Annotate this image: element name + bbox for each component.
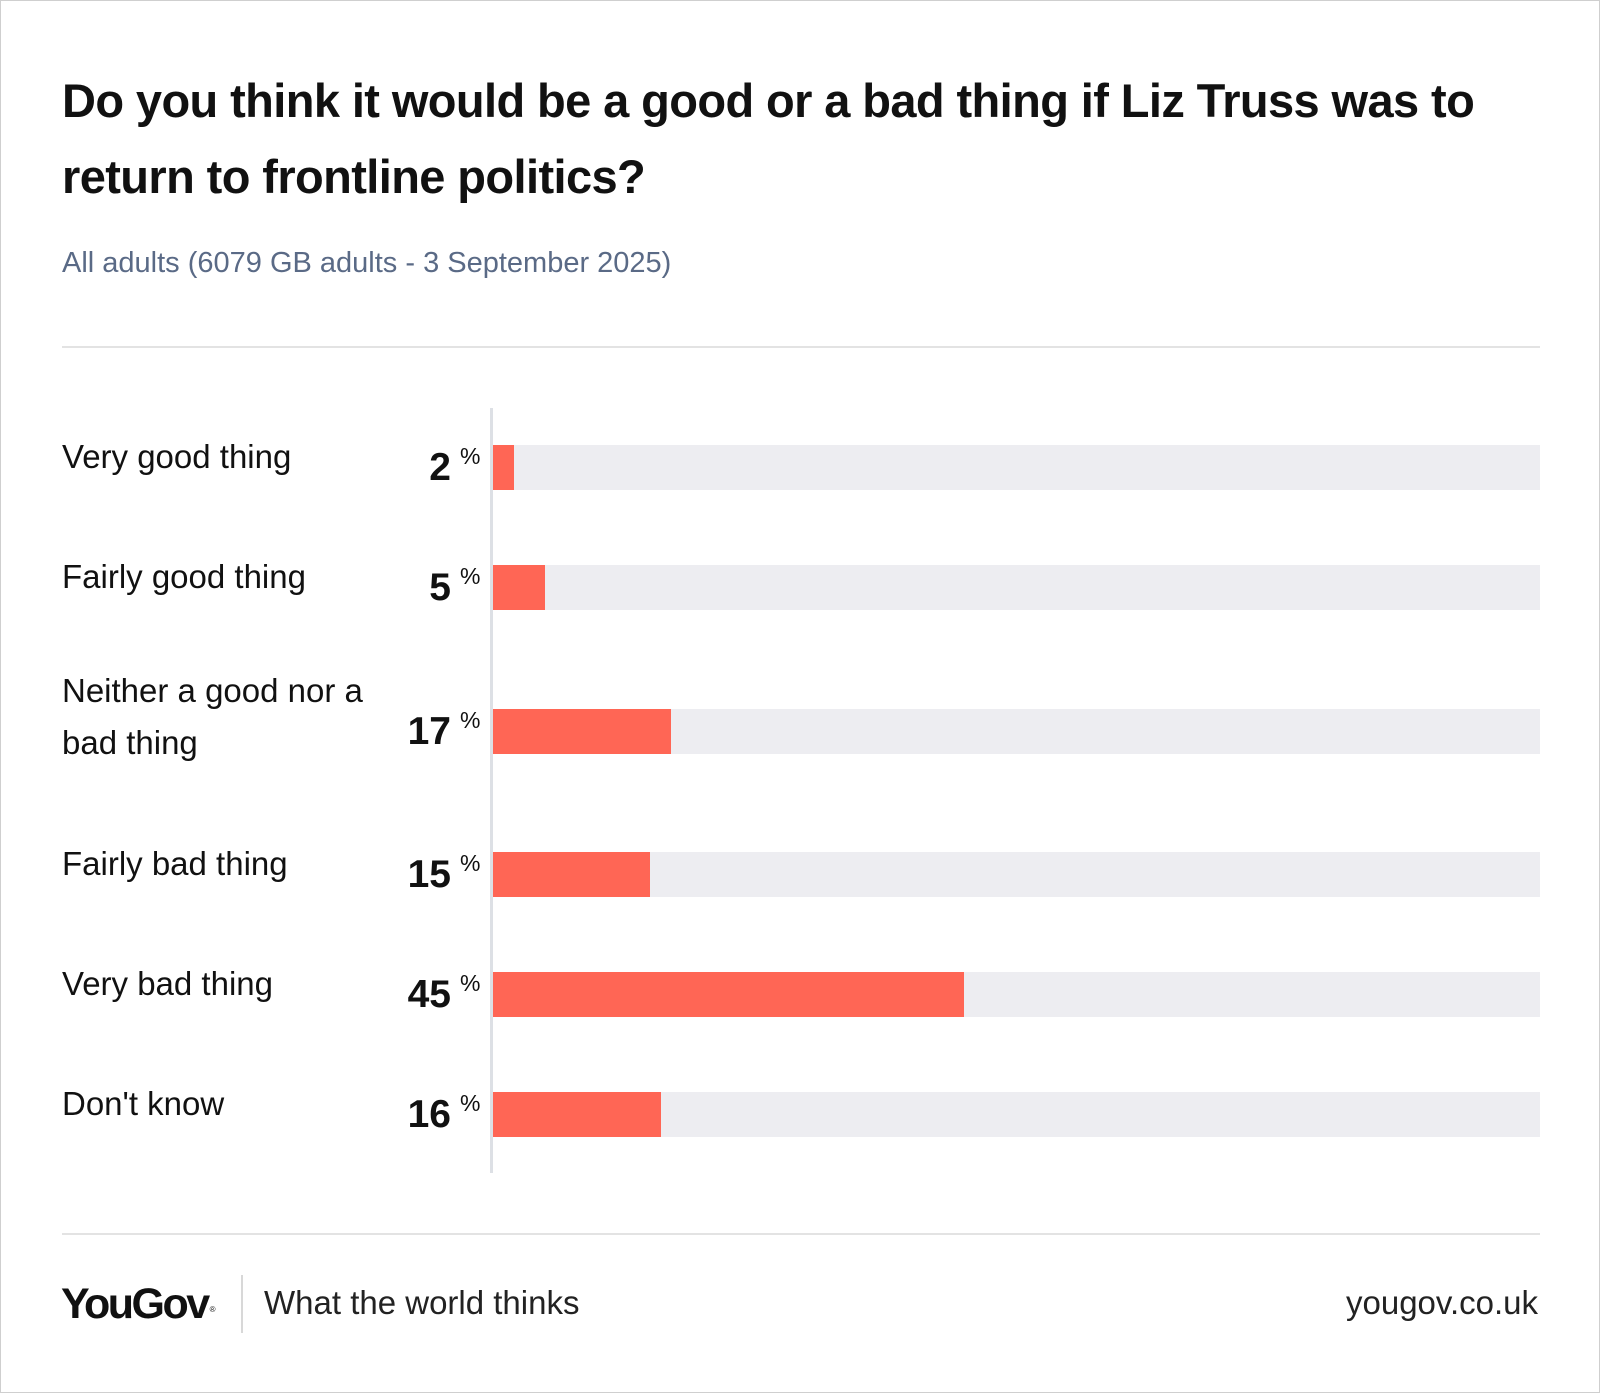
percent-sign: % <box>460 850 481 876</box>
percent-sign: % <box>460 707 481 733</box>
bar-track <box>493 1092 1540 1137</box>
footer-divider <box>241 1275 243 1333</box>
logo-text: YouGov <box>61 1280 210 1328</box>
value-label: 45 <box>407 973 451 1016</box>
value-label: 16 <box>407 1093 451 1136</box>
bar-track <box>493 709 1540 754</box>
percent-sign: % <box>460 970 481 996</box>
bar <box>493 972 965 1017</box>
chart-subtitle: All adults (6079 GB adults - 3 September… <box>62 247 672 279</box>
bar-track <box>493 852 1540 897</box>
chart-title: Do you think it would be a good or a bad… <box>62 74 1475 203</box>
yougov-logo: YouGov ® <box>61 1279 216 1329</box>
bar <box>493 1092 661 1137</box>
category-label: Fairly good thing <box>62 558 306 595</box>
value-label: 5 <box>429 566 451 609</box>
chart-axis-line <box>490 408 493 1173</box>
value-label: 15 <box>407 853 451 896</box>
footer-site-link[interactable]: yougov.co.uk <box>1345 1284 1538 1321</box>
footer-tagline: What the world thinks <box>264 1284 580 1321</box>
top-divider <box>62 346 1540 348</box>
category-label: Neither a good nor a bad thing <box>62 672 363 761</box>
bar-track <box>493 445 1540 490</box>
percent-sign: % <box>460 1090 481 1116</box>
category-label: Don't know <box>62 1085 225 1122</box>
category-label: Very good thing <box>62 438 292 475</box>
bar <box>493 445 514 490</box>
value-label: 2 <box>429 446 451 489</box>
bar <box>493 565 546 610</box>
bar <box>493 709 671 754</box>
percent-sign: % <box>460 563 481 589</box>
bar <box>493 852 651 897</box>
category-label: Very bad thing <box>62 965 273 1002</box>
bottom-divider <box>62 1233 1540 1235</box>
bar-track <box>493 972 1540 1017</box>
bar-track <box>493 565 1540 610</box>
category-label: Fairly bad thing <box>62 845 288 882</box>
value-label: 17 <box>407 710 451 753</box>
percent-sign: % <box>460 443 481 469</box>
logo-registered-mark: ® <box>209 1305 216 1314</box>
